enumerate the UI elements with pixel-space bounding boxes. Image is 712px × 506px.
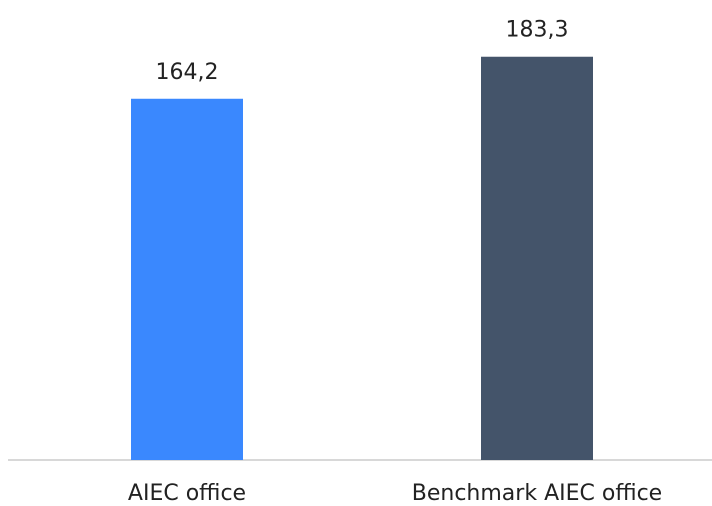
bar <box>481 56 593 461</box>
value-label: 183,3 <box>506 18 569 43</box>
bar <box>131 98 243 460</box>
value-label: 164,2 <box>156 60 219 85</box>
x-tick-label: AIEC office <box>128 481 246 506</box>
x-tick-label: Benchmark AIEC office <box>412 481 662 506</box>
